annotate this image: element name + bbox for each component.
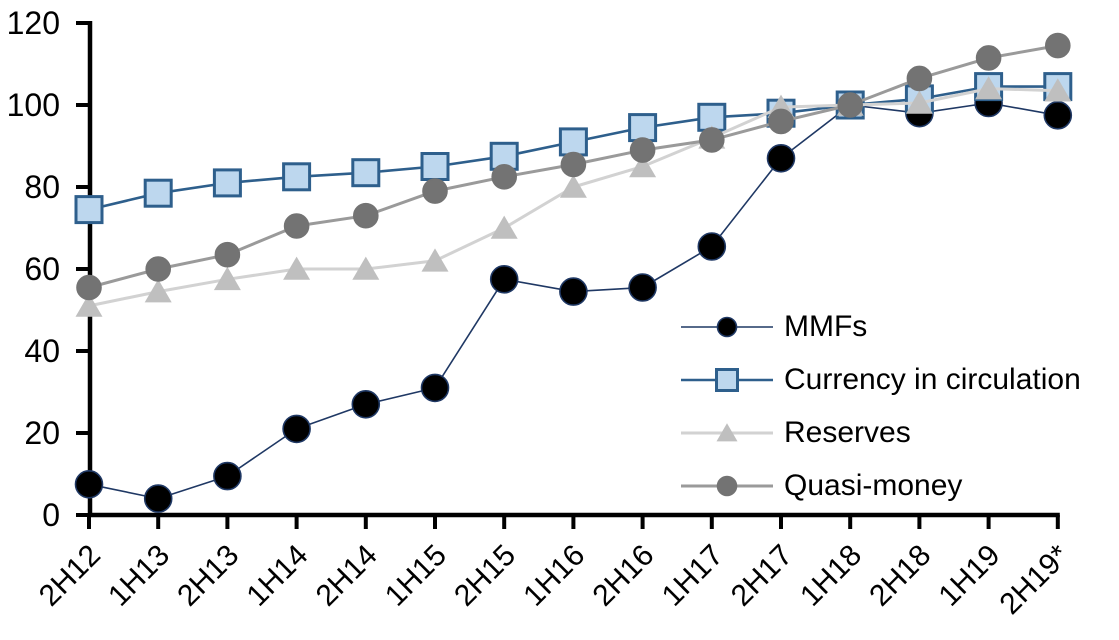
svg-text:2H14: 2H14 <box>310 539 384 613</box>
svg-text:2H18: 2H18 <box>863 539 937 613</box>
reserves-marker-icon <box>681 422 773 441</box>
svg-text:100: 100 <box>7 87 60 123</box>
svg-text:60: 60 <box>24 251 60 287</box>
svg-text:2H19*: 2H19* <box>993 538 1076 621</box>
legend-item-reserves: Reserves <box>681 406 1081 459</box>
svg-text:1H13: 1H13 <box>102 539 176 613</box>
svg-text:2H16: 2H16 <box>587 539 661 613</box>
quasi-money-marker-icon <box>681 475 773 496</box>
svg-text:0: 0 <box>42 497 60 533</box>
svg-text:2H12: 2H12 <box>33 539 107 613</box>
svg-text:1H14: 1H14 <box>241 539 315 613</box>
svg-text:1H17: 1H17 <box>656 539 730 613</box>
svg-text:2H13: 2H13 <box>171 539 245 613</box>
svg-text:1H18: 1H18 <box>794 539 868 613</box>
svg-text:2H17: 2H17 <box>725 539 799 613</box>
legend-item-quasi-money: Quasi-money <box>681 459 1081 512</box>
legend-label-reserves: Reserves <box>784 415 911 449</box>
legend-label-mmfs: MMFs <box>784 309 868 343</box>
mmfs-marker-icon <box>681 316 773 337</box>
currency-marker-icon <box>681 367 773 392</box>
svg-text:120: 120 <box>7 5 60 41</box>
legend-item-currency: Currency in circulation <box>681 353 1081 406</box>
svg-text:20: 20 <box>24 415 60 451</box>
legend-label-quasi-money: Quasi-money <box>784 468 963 502</box>
svg-text:40: 40 <box>24 333 60 369</box>
svg-text:1H15: 1H15 <box>379 539 453 613</box>
svg-text:80: 80 <box>24 169 60 205</box>
svg-text:2H15: 2H15 <box>448 539 522 613</box>
legend-label-currency: Currency in circulation <box>784 362 1081 396</box>
chart-legend: MMFs Currency in circulation Reserves Qu… <box>681 300 1081 512</box>
legend-item-mmfs: MMFs <box>681 300 1081 353</box>
svg-text:1H16: 1H16 <box>517 539 591 613</box>
svg-text:1H19: 1H19 <box>933 539 1007 613</box>
